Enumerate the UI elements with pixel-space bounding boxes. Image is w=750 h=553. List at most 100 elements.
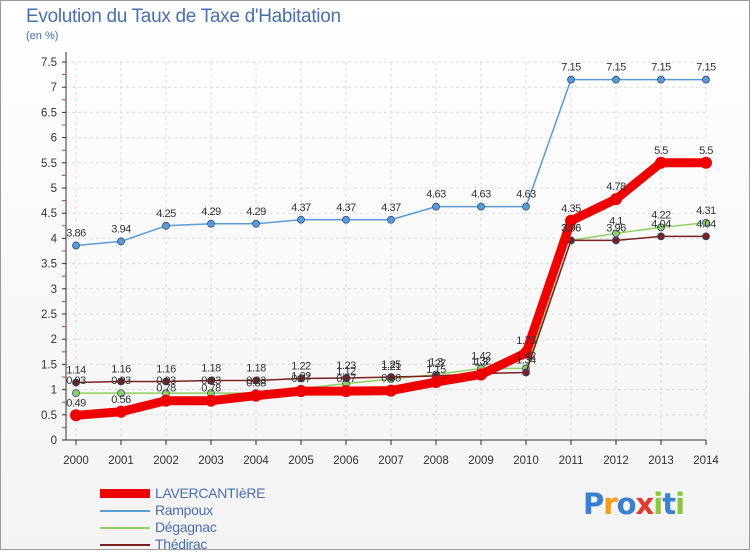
data-label: 0.93	[246, 375, 266, 387]
data-point	[385, 384, 397, 397]
data-label: 4.35	[561, 203, 581, 215]
data-point	[565, 214, 577, 227]
data-label: 4.37	[381, 202, 401, 214]
data-label: 0.93	[66, 375, 86, 387]
y-tick-label: 3	[51, 284, 57, 296]
legend-swatch	[100, 527, 150, 529]
x-tick-label: 2002	[153, 455, 179, 467]
data-label: 1.14	[66, 365, 86, 377]
data-point	[207, 219, 215, 228]
data-label: 4.31	[696, 205, 716, 217]
logo-letter: x	[635, 487, 655, 521]
data-label: 1.3	[474, 356, 488, 368]
data-label: 5.5	[654, 145, 668, 157]
y-tick-label: 0	[51, 435, 57, 447]
data-label: 1.22	[291, 361, 311, 373]
legend-label: Rampoux	[155, 502, 213, 518]
data-point	[160, 394, 172, 407]
data-label: 4.22	[651, 209, 671, 221]
y-tick-label: 7.5	[41, 57, 57, 69]
data-point	[70, 409, 82, 422]
data-point	[475, 368, 487, 381]
x-tick-label: 2011	[559, 455, 584, 467]
logo-letter: t	[662, 487, 676, 521]
y-tick-label: 2.5	[41, 309, 57, 321]
x-tick-label: 2004	[243, 455, 269, 467]
logo-letter: o	[616, 487, 637, 521]
data-label: 1.18	[201, 363, 221, 375]
data-point	[432, 202, 440, 211]
data-label: 1.27	[426, 358, 446, 370]
data-point	[117, 389, 125, 398]
data-label: 3.96	[561, 222, 581, 234]
data-label: 5.5	[699, 145, 713, 157]
data-label: 0.49	[66, 397, 86, 409]
data-label: 1.23	[336, 360, 356, 372]
data-label: 4.37	[291, 202, 311, 214]
data-label: 4.29	[201, 206, 221, 218]
data-label: 1.32	[471, 355, 491, 367]
y-unit-label: (en %)	[26, 30, 59, 42]
proxiti-logo: Proxiti	[583, 487, 685, 521]
data-label: 1.16	[111, 364, 131, 376]
x-tick-label: 2008	[423, 455, 449, 467]
data-point	[387, 215, 395, 224]
data-label: 1.15	[426, 364, 446, 376]
x-tick-label: 2009	[468, 455, 494, 467]
data-point	[72, 389, 80, 398]
y-tick-label: 4	[51, 233, 58, 245]
chart-title: Evolution du Taux de Taxe d'Habitation	[26, 6, 341, 27]
x-tick-label: 2000	[63, 455, 89, 467]
data-label: 3.96	[606, 222, 626, 234]
y-tick-label: 1	[51, 385, 57, 397]
x-tick-label: 2007	[378, 455, 404, 467]
y-tick-label: 5	[51, 183, 57, 195]
data-label: 4.37	[336, 202, 356, 214]
data-label: 0.78	[156, 383, 176, 395]
x-tick-label: 2005	[288, 455, 314, 467]
data-point	[297, 215, 305, 224]
data-label: 1.3	[429, 356, 443, 368]
data-label: 4.1	[609, 215, 623, 227]
data-point	[657, 232, 665, 241]
data-point	[657, 75, 665, 84]
data-point	[522, 202, 530, 211]
data-point	[117, 237, 125, 246]
x-tick-label: 2012	[603, 455, 629, 467]
data-label: 7.15	[606, 62, 626, 74]
data-label: 1.42	[471, 350, 491, 362]
data-label: 1.18	[246, 363, 266, 375]
logo-letter: r	[603, 487, 617, 521]
x-tick-label: 2014	[693, 455, 719, 467]
data-point	[295, 385, 307, 398]
data-label: 4.29	[246, 206, 266, 218]
legend-label: Thédirac	[155, 536, 208, 552]
data-point	[702, 75, 710, 84]
data-point	[610, 193, 622, 206]
data-label: 0.98	[381, 373, 401, 385]
data-point	[162, 221, 170, 230]
data-label: 1.34	[516, 354, 536, 366]
data-point	[205, 394, 217, 407]
data-label: 4.63	[426, 189, 446, 201]
data-point	[250, 389, 262, 402]
data-point	[702, 218, 710, 227]
y-tick-label: 1.5	[41, 359, 57, 371]
data-point	[162, 377, 170, 386]
legend-label: LAVERCANTIèRE	[155, 485, 266, 501]
y-tick-label: 2	[51, 334, 57, 346]
data-label: 0.78	[201, 383, 221, 395]
data-label: 7.15	[696, 62, 716, 74]
legend-swatch	[100, 544, 150, 546]
data-label: 0.56	[111, 394, 131, 406]
data-label: 3.86	[66, 227, 86, 239]
data-point	[702, 232, 710, 241]
y-tick-label: 5.5	[41, 158, 57, 170]
y-tick-label: 6	[51, 133, 57, 145]
data-point	[387, 373, 395, 381]
y-tick-label: 7	[51, 82, 57, 94]
data-point	[72, 241, 80, 250]
y-tick-label: 3.5	[41, 259, 57, 271]
